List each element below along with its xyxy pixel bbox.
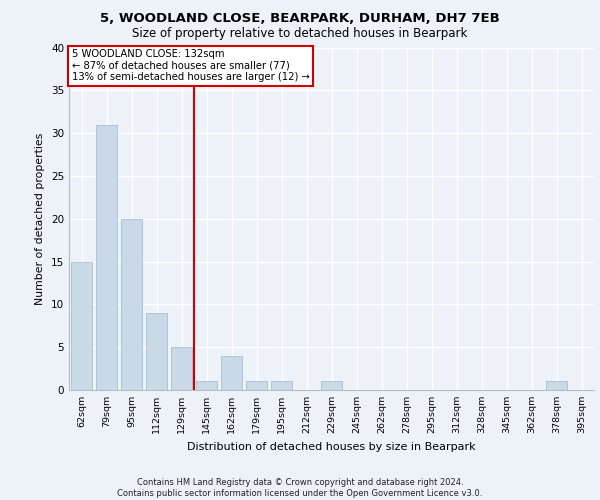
Bar	[546, 382, 567, 390]
Text: 5 WOODLAND CLOSE: 132sqm
← 87% of detached houses are smaller (77)
13% of semi-d: 5 WOODLAND CLOSE: 132sqm ← 87% of detach…	[71, 49, 310, 82]
Bar	[321, 382, 342, 390]
Bar	[271, 382, 292, 390]
Text: 5, WOODLAND CLOSE, BEARPARK, DURHAM, DH7 7EB: 5, WOODLAND CLOSE, BEARPARK, DURHAM, DH7…	[100, 12, 500, 26]
Bar	[146, 313, 167, 390]
X-axis label: Distribution of detached houses by size in Bearpark: Distribution of detached houses by size …	[187, 442, 476, 452]
Bar	[121, 219, 142, 390]
Bar	[171, 347, 192, 390]
Text: Size of property relative to detached houses in Bearpark: Size of property relative to detached ho…	[133, 28, 467, 40]
Y-axis label: Number of detached properties: Number of detached properties	[35, 132, 46, 305]
Bar	[96, 124, 117, 390]
Bar	[246, 382, 267, 390]
Bar	[71, 262, 92, 390]
Bar	[196, 382, 217, 390]
Bar	[221, 356, 242, 390]
Text: Contains HM Land Registry data © Crown copyright and database right 2024.
Contai: Contains HM Land Registry data © Crown c…	[118, 478, 482, 498]
